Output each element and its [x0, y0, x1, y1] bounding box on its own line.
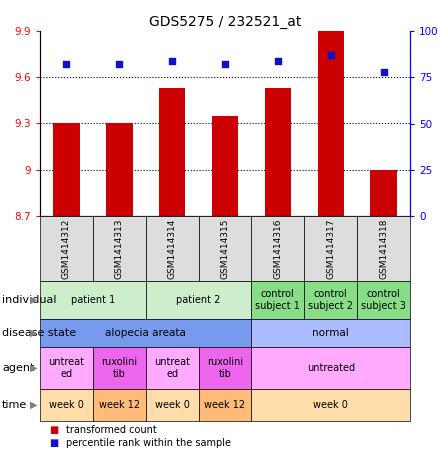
- Text: week 12: week 12: [99, 400, 140, 410]
- Bar: [357, 281, 410, 319]
- Text: ■: ■: [49, 425, 58, 435]
- Text: GSM1414312: GSM1414312: [62, 218, 71, 279]
- Text: ▶: ▶: [30, 295, 37, 305]
- Bar: [146, 347, 198, 389]
- Text: GSM1414314: GSM1414314: [168, 218, 177, 279]
- Point: [222, 61, 229, 68]
- Text: control
subject 1: control subject 1: [255, 289, 300, 311]
- Bar: [212, 116, 238, 216]
- Bar: [53, 124, 80, 216]
- Bar: [357, 216, 410, 281]
- Bar: [304, 216, 357, 281]
- Bar: [251, 281, 304, 319]
- Text: untreat
ed: untreat ed: [154, 357, 190, 379]
- Bar: [251, 347, 410, 389]
- Text: ▶: ▶: [30, 328, 37, 338]
- Text: ruxolini
tib: ruxolini tib: [207, 357, 243, 379]
- Bar: [40, 389, 93, 421]
- Text: normal: normal: [312, 328, 349, 338]
- Point: [327, 52, 334, 59]
- Bar: [40, 216, 93, 281]
- Bar: [93, 347, 146, 389]
- Title: GDS5275 / 232521_at: GDS5275 / 232521_at: [149, 14, 301, 29]
- Text: transformed count: transformed count: [66, 425, 157, 435]
- Text: control
subject 3: control subject 3: [361, 289, 406, 311]
- Bar: [198, 216, 251, 281]
- Bar: [40, 319, 251, 347]
- Text: individual: individual: [2, 295, 57, 305]
- Text: week 12: week 12: [205, 400, 246, 410]
- Text: agent: agent: [2, 363, 35, 373]
- Text: week 0: week 0: [155, 400, 190, 410]
- Bar: [106, 124, 133, 216]
- Text: patient 1: patient 1: [71, 295, 115, 305]
- Bar: [198, 389, 251, 421]
- Point: [63, 61, 70, 68]
- Text: percentile rank within the sample: percentile rank within the sample: [66, 438, 231, 448]
- Text: week 0: week 0: [313, 400, 348, 410]
- Text: control
subject 2: control subject 2: [308, 289, 353, 311]
- Text: untreated: untreated: [307, 363, 355, 373]
- Text: ▶: ▶: [30, 363, 37, 373]
- Bar: [93, 216, 146, 281]
- Text: week 0: week 0: [49, 400, 84, 410]
- Bar: [198, 347, 251, 389]
- Text: ▶: ▶: [30, 400, 37, 410]
- Point: [274, 57, 281, 64]
- Text: GSM1414317: GSM1414317: [326, 218, 335, 279]
- Bar: [318, 22, 344, 216]
- Text: patient 2: patient 2: [177, 295, 221, 305]
- Text: GSM1414318: GSM1414318: [379, 218, 388, 279]
- Text: disease state: disease state: [2, 328, 76, 338]
- Bar: [304, 281, 357, 319]
- Point: [116, 61, 123, 68]
- Bar: [159, 88, 185, 216]
- Bar: [371, 170, 397, 216]
- Text: GSM1414315: GSM1414315: [220, 218, 230, 279]
- Bar: [251, 216, 304, 281]
- Point: [169, 57, 176, 64]
- Bar: [146, 281, 251, 319]
- Text: ruxolini
tib: ruxolini tib: [101, 357, 138, 379]
- Bar: [40, 347, 93, 389]
- Bar: [146, 216, 198, 281]
- Bar: [40, 281, 146, 319]
- Text: ■: ■: [49, 438, 58, 448]
- Text: untreat
ed: untreat ed: [49, 357, 85, 379]
- Text: alopecia areata: alopecia areata: [105, 328, 186, 338]
- Bar: [146, 389, 198, 421]
- Bar: [251, 389, 410, 421]
- Text: GSM1414313: GSM1414313: [115, 218, 124, 279]
- Bar: [265, 88, 291, 216]
- Bar: [93, 389, 146, 421]
- Point: [380, 68, 387, 75]
- Text: GSM1414316: GSM1414316: [273, 218, 283, 279]
- Text: time: time: [2, 400, 28, 410]
- Bar: [251, 319, 410, 347]
